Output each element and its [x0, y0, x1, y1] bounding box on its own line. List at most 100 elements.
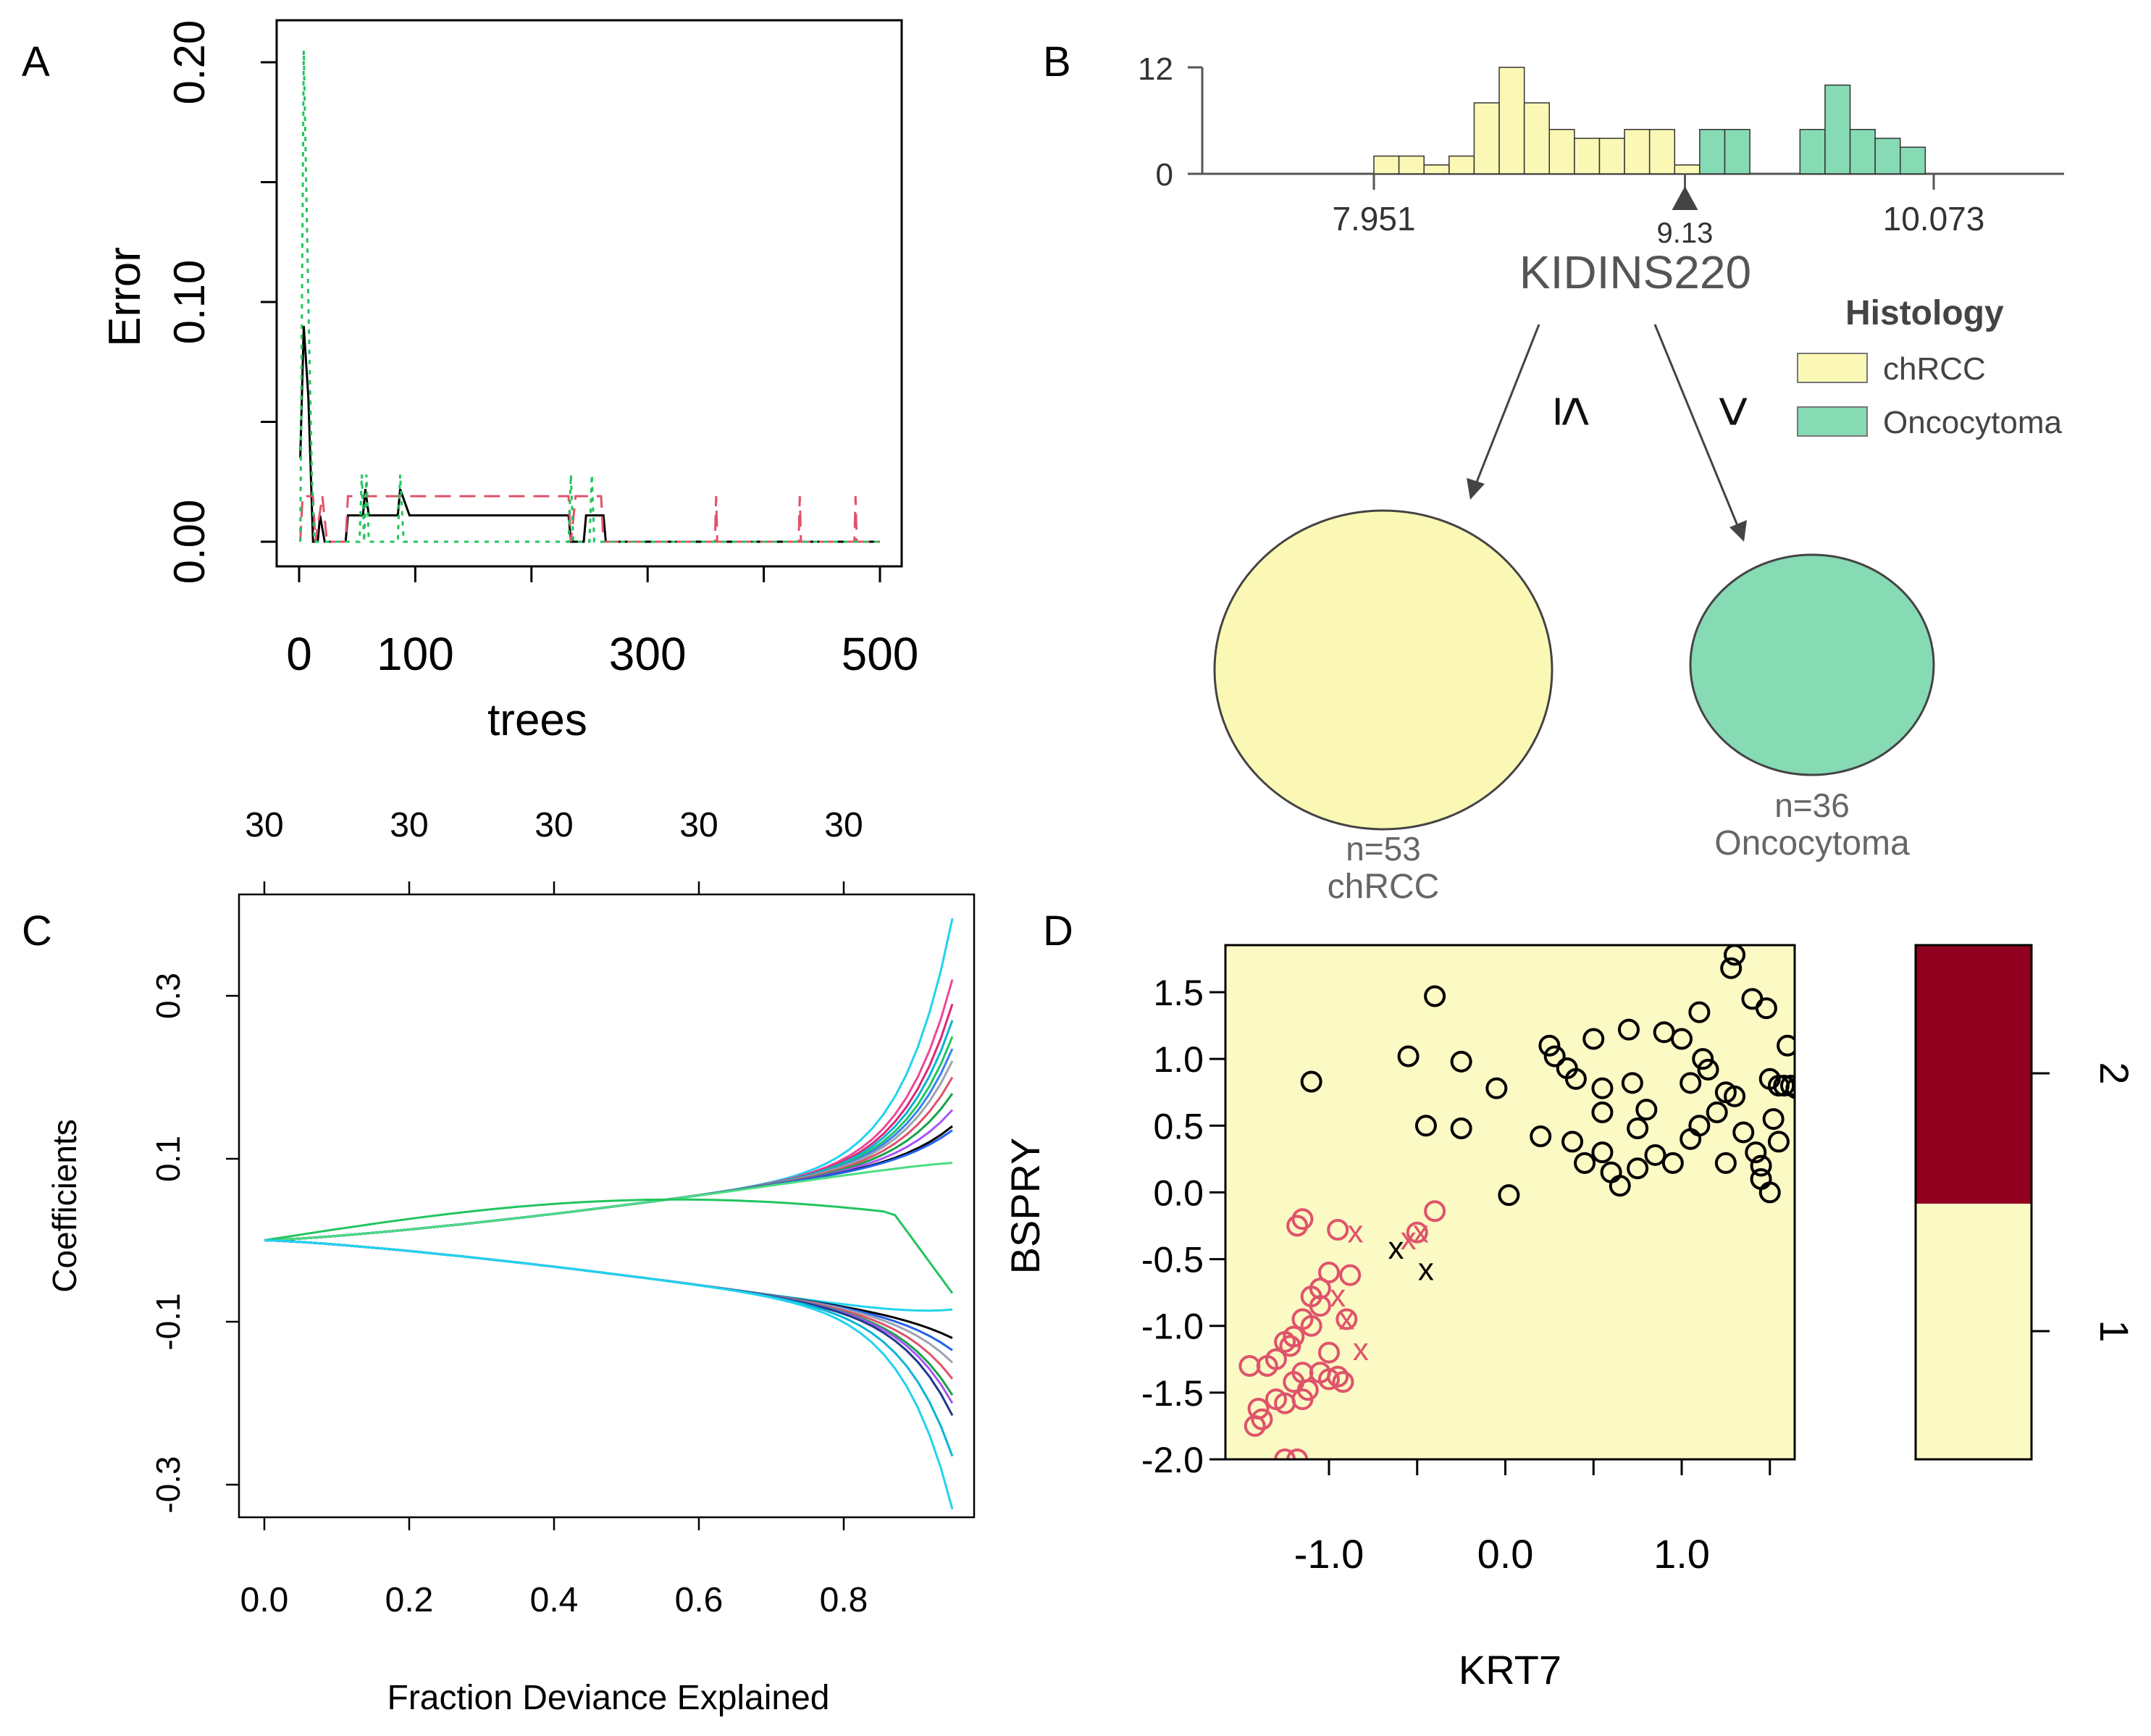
point-class2-x: x — [1418, 1251, 1434, 1287]
point-class1-o — [1424, 1200, 1446, 1223]
y-tick-label-c: 0.3 — [149, 973, 187, 1019]
point-class1-x: x — [1413, 1215, 1429, 1250]
point-class1-x: x — [1338, 1301, 1354, 1337]
legend-label-chrcc: chRCC — [1883, 351, 1986, 387]
panel-b: 12 0 7.951 9.13 10.073 KIDINS220 ≤ > Histology ch… — [1138, 51, 2064, 906]
top-axis-label-c: 30 — [679, 806, 718, 844]
point-class2-o — [1450, 1117, 1472, 1139]
coefficient-path — [264, 1239, 954, 1417]
point-class1-o — [1274, 1448, 1296, 1459]
colorbar-frame — [1914, 944, 2033, 1461]
point-class2-o — [1732, 1121, 1755, 1144]
coefficient-path — [264, 1239, 954, 1364]
point-class2-o — [1680, 1072, 1702, 1094]
point-class2-o — [1724, 1085, 1746, 1107]
histogram-bar-chrcc — [1598, 138, 1625, 175]
coefficient-path — [264, 918, 954, 1241]
y-tick-label-d: -1.5 — [1141, 1373, 1204, 1414]
coefficient-path — [264, 1036, 954, 1241]
colorbar-label: 2 — [2092, 1062, 2137, 1084]
x-tick-label-b: 7.951 — [1332, 200, 1415, 238]
point-class2-o — [1300, 1070, 1322, 1093]
point-class2-o — [1706, 1101, 1728, 1123]
histogram-bar-chrcc — [1523, 102, 1550, 175]
point-class2-o — [1785, 1077, 1795, 1099]
x-tick-label-a: 100 — [377, 628, 454, 680]
point-class2-o — [1538, 1034, 1561, 1057]
legend-title: Histology — [1845, 294, 2004, 332]
point-class1-o — [1332, 1371, 1354, 1393]
coefficient-path — [264, 1198, 954, 1294]
y-tick-label-d: -0.5 — [1141, 1240, 1204, 1280]
point-class2-o — [1644, 1144, 1666, 1166]
split-variable-label: KIDINS220 — [1519, 246, 1751, 298]
point-class2-o — [1773, 1075, 1795, 1096]
x-tick-label-d: 1.0 — [1653, 1531, 1710, 1577]
panel-labels: A B C D — [22, 38, 1073, 955]
top-axis-label-c: 30 — [245, 806, 283, 844]
point-class2-o — [1714, 1152, 1737, 1174]
point-class2-o — [1777, 1034, 1795, 1057]
point-class1-o — [1274, 1330, 1296, 1353]
point-class1-o — [1279, 1335, 1301, 1357]
x-tick-label-c: 0.0 — [240, 1581, 289, 1619]
y-tick-label-d: 0.5 — [1153, 1106, 1204, 1146]
coefficient-path — [264, 1125, 953, 1241]
point-class1-o — [1238, 1355, 1261, 1377]
x-axis-label-a: trees — [487, 695, 587, 745]
point-class2-o — [1750, 1154, 1772, 1177]
point-class2-o — [1688, 1115, 1711, 1137]
arrow-head-right-icon — [1729, 520, 1747, 542]
point-class1-o — [1286, 1448, 1309, 1459]
coefficient-path — [264, 1239, 953, 1312]
x-tick-label-c: 0.4 — [530, 1581, 579, 1619]
point-class2-o — [1671, 1028, 1693, 1050]
arrow-head-left-icon — [1467, 478, 1485, 500]
point-class1-o — [1318, 1341, 1340, 1364]
leaf-class-chrcc: chRCC — [1328, 868, 1440, 906]
point-class1-o — [1336, 1308, 1358, 1330]
point-class1-o — [1339, 1264, 1362, 1286]
coefficient-path — [264, 1048, 954, 1241]
legend-swatch-chrcc — [1797, 353, 1868, 383]
histogram-bar-chrcc — [1448, 155, 1475, 175]
histogram-bar-oncocytoma — [1899, 146, 1926, 175]
y-axis-label-c: Coefficients — [46, 1119, 83, 1293]
point-class2-o — [1758, 1181, 1781, 1204]
histogram-bar-chrcc — [1473, 102, 1500, 175]
y-tick-label-a: 0.20 — [165, 20, 214, 105]
y-tick-label-a: 0.10 — [165, 260, 214, 345]
split-left-sign: ≤ — [1543, 396, 1605, 427]
y-axis-label-a: Error — [100, 247, 150, 347]
coefficient-path — [264, 1239, 953, 1339]
point-class2-o — [1485, 1077, 1508, 1099]
point-class2-o — [1621, 1072, 1643, 1094]
point-class2-o — [1697, 1058, 1719, 1081]
point-class2-o — [1564, 1068, 1587, 1090]
y-tick-label-c: 0.1 — [149, 1136, 187, 1182]
point-class2-o — [1498, 1184, 1520, 1207]
point-class1-o — [1286, 1215, 1309, 1237]
coefficient-path — [264, 1162, 953, 1241]
coefficient-path — [264, 1239, 954, 1510]
x-tick-label-a: 300 — [609, 628, 687, 680]
histogram-bar-oncocytoma — [1799, 129, 1826, 175]
y-tick-label-b: 12 — [1138, 51, 1173, 87]
point-class2-o — [1755, 997, 1777, 1020]
histogram-bar-chrcc — [1423, 164, 1450, 175]
y-tick-label-d: 0.0 — [1153, 1173, 1204, 1213]
x-tick-label-c: 0.8 — [820, 1581, 868, 1619]
y-tick-label-d: -1.0 — [1141, 1307, 1204, 1347]
x-tick-label-c: 0.6 — [675, 1581, 724, 1619]
point-class2-o — [1414, 1115, 1437, 1137]
x-tick-label-d: 0.0 — [1477, 1531, 1534, 1577]
plot-frame-a — [275, 19, 903, 568]
y-tick-label-d: -2.0 — [1141, 1440, 1204, 1480]
histogram-bar-chrcc — [1624, 129, 1651, 175]
leaf-class-oncocytoma: Oncocytoma — [1714, 824, 1910, 863]
point-class1-x: x — [1401, 1221, 1417, 1257]
point-class2-o — [1635, 1099, 1658, 1121]
coefficient-path — [264, 1093, 954, 1241]
y-tick-label-a: 0.00 — [165, 500, 214, 584]
